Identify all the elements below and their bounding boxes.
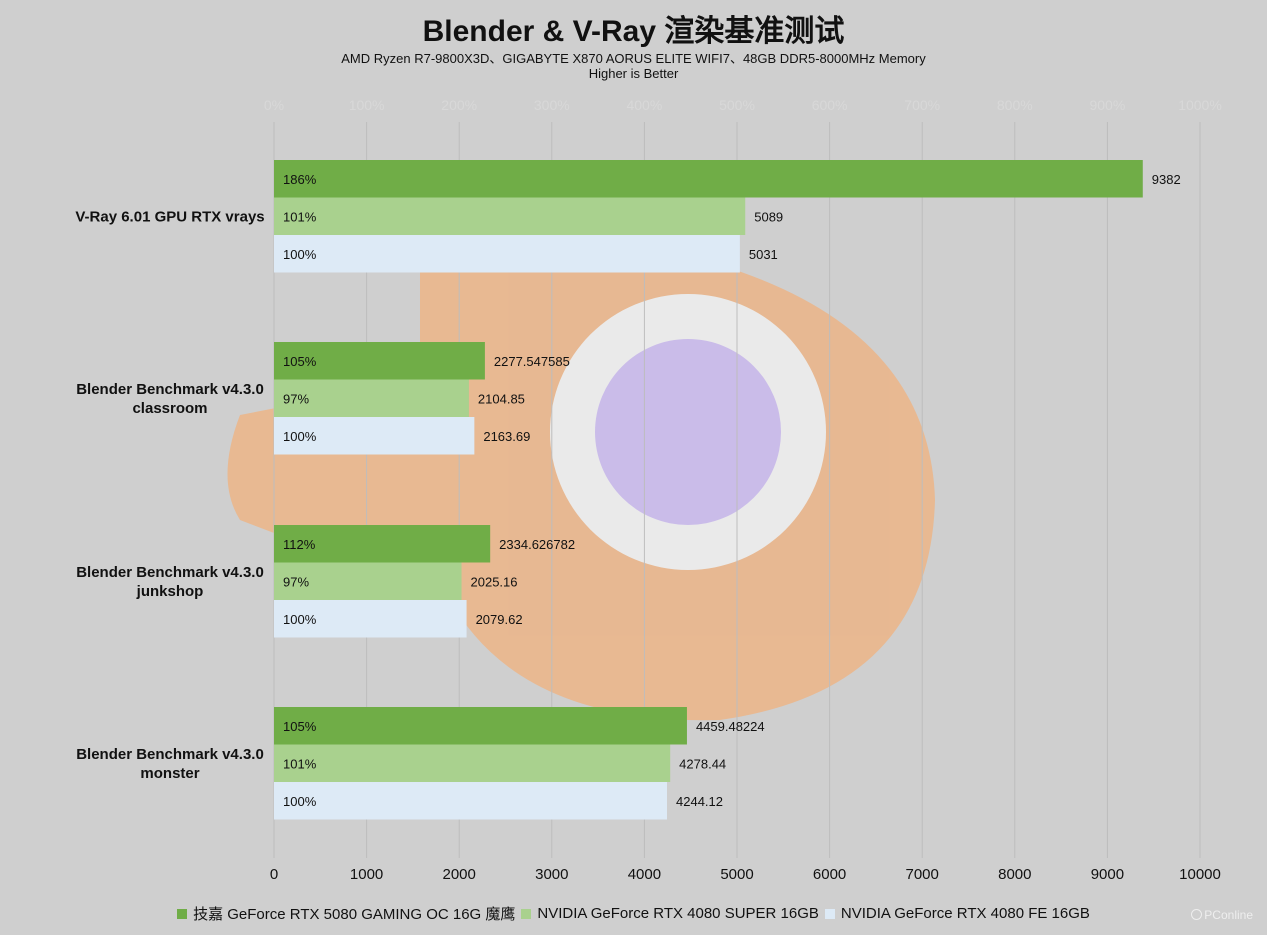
bar-percent-label: 97%	[283, 391, 309, 406]
bar-value-label: 4244.12	[676, 794, 723, 809]
blender-logo-watermark	[227, 265, 935, 721]
x2-tick-label: 1000%	[1178, 97, 1222, 113]
x-tick-label: 0	[270, 866, 278, 883]
x-tick-label: 5000	[720, 866, 753, 883]
bar-value-label: 2163.69	[483, 429, 530, 444]
bar-value-label: 5031	[749, 247, 778, 262]
x-tick-label: 4000	[628, 866, 661, 883]
bar-series-1	[274, 160, 1143, 198]
bar-value-label: 2025.16	[471, 574, 518, 589]
x2-tick-label: 900%	[1089, 97, 1125, 113]
bar-percent-label: 100%	[283, 247, 317, 262]
bar-series-1	[274, 525, 491, 563]
bar-value-label: 5089	[754, 209, 783, 224]
legend-item-series-1: 技嘉 GeForce RTX 5080 GAMING OC 16G 魔鹰	[177, 903, 515, 924]
bar-series-1	[274, 342, 485, 380]
bar-value-label: 2079.62	[476, 612, 523, 627]
x2-tick-label: 0%	[264, 97, 284, 113]
bar-percent-label: 105%	[283, 354, 317, 369]
bar-value-label: 4459.48224	[696, 719, 765, 734]
x2-tick-label: 500%	[719, 97, 755, 113]
legend-label-series-2: NVIDIA GeForce RTX 4080 SUPER 16GB	[537, 905, 819, 922]
x2-tick-label: 200%	[441, 97, 477, 113]
legend-label-series-1: 技嘉 GeForce RTX 5080 GAMING OC 16G 魔鹰	[193, 906, 516, 923]
x-tick-label: 8000	[998, 866, 1031, 883]
legend-item-series-2: NVIDIA GeForce RTX 4080 SUPER 16GB	[521, 903, 819, 924]
bar-series-2	[274, 744, 671, 782]
x-tick-label: 6000	[813, 866, 846, 883]
bar-percent-label: 101%	[283, 756, 317, 771]
x-tick-label: 2000	[443, 866, 476, 883]
x2-tick-label: 300%	[534, 97, 570, 113]
bar-series-2	[274, 562, 462, 600]
bar-series-3	[274, 417, 475, 455]
bar-value-label: 9382	[1152, 172, 1181, 187]
x-tick-label: 3000	[535, 866, 568, 883]
x2-tick-label: 100%	[349, 97, 385, 113]
x2-tick-label: 700%	[904, 97, 940, 113]
bar-series-3	[274, 600, 467, 638]
bar-percent-label: 112%	[283, 537, 316, 552]
pconline-logo-icon	[1191, 909, 1203, 920]
legend-label-series-3: NVIDIA GeForce RTX 4080 FE 16GB	[840, 905, 1090, 922]
x2-tick-label: 400%	[626, 97, 662, 113]
site-watermark: PConline	[1191, 908, 1253, 922]
x2-tick-label: 800%	[997, 97, 1033, 113]
x-tick-label: 10000	[1179, 866, 1221, 883]
legend-swatch-series-1	[177, 908, 188, 919]
bar-percent-label: 186%	[283, 172, 317, 187]
bar-percent-label: 100%	[283, 794, 317, 809]
bar-value-label: 2277.547585	[494, 354, 570, 369]
bar-series-3	[274, 782, 668, 820]
chart-legend: 技嘉 GeForce RTX 5080 GAMING OC 16G 魔鹰 NVI…	[0, 903, 1267, 924]
legend-item-series-3: NVIDIA GeForce RTX 4080 FE 16GB	[824, 903, 1090, 924]
category-label: Blender Benchmark v4.3.0 junkshop	[76, 564, 264, 600]
category-label: Blender Benchmark v4.3.0 classroom	[76, 381, 264, 417]
chart-note: Higher is Better	[588, 66, 679, 81]
chart-subtitle: AMD Ryzen R7-9800X3D、GIGABYTE X870 AORUS…	[341, 51, 926, 66]
legend-swatch-series-3	[824, 908, 835, 919]
bar-percent-label: 100%	[283, 429, 317, 444]
category-label: Blender Benchmark v4.3.0 monster	[76, 746, 264, 782]
x-tick-label: 9000	[1091, 866, 1124, 883]
x-tick-label: 1000	[350, 866, 383, 883]
bar-value-label: 4278.44	[679, 756, 726, 771]
legend-swatch-series-2	[521, 908, 532, 919]
x2-tick-label: 600%	[812, 97, 848, 113]
page-title: Blender & V-Ray 渲染基准测试	[422, 15, 845, 48]
bar-value-label: 2104.85	[478, 391, 525, 406]
category-label: V-Ray 6.01 GPU RTX vrays	[75, 208, 264, 225]
bar-percent-label: 97%	[283, 574, 309, 589]
bar-percent-label: 105%	[283, 719, 317, 734]
bar-value-label: 2334.626782	[499, 537, 575, 552]
bar-series-1	[274, 707, 687, 745]
bar-series-3	[274, 235, 740, 273]
bar-series-2	[274, 197, 746, 235]
bar-percent-label: 100%	[283, 612, 317, 627]
bar-percent-label: 101%	[283, 209, 317, 224]
x-tick-label: 7000	[906, 866, 939, 883]
watermark-text: PConline	[1204, 908, 1253, 922]
bar-series-2	[274, 379, 469, 417]
